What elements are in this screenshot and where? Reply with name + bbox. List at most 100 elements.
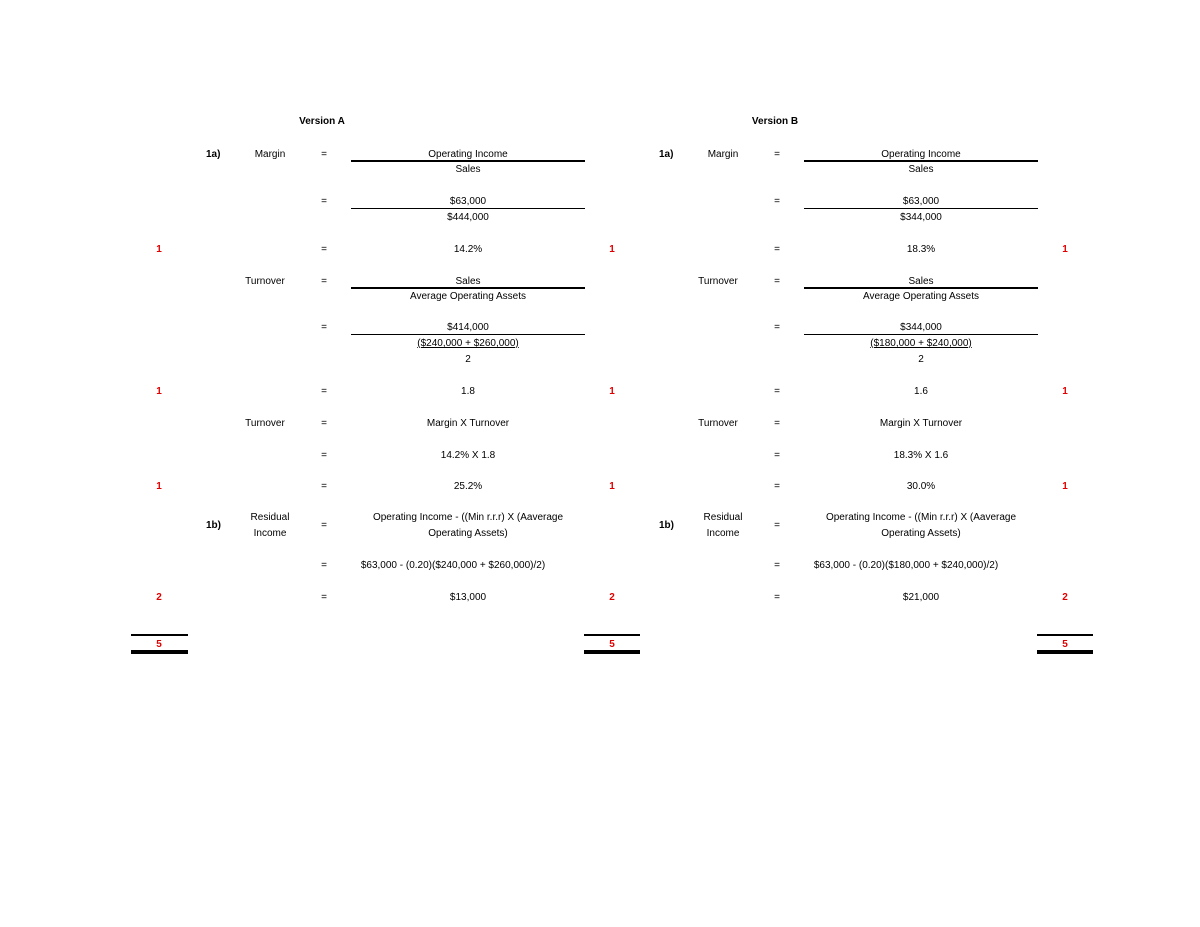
margin-numerator: $63,000 xyxy=(902,196,940,207)
equals-sign: = xyxy=(774,520,780,531)
residual-income-label-line2: Income xyxy=(706,528,740,539)
fraction-bar xyxy=(351,208,585,209)
equals-sign: = xyxy=(321,560,327,571)
fraction-bar xyxy=(804,160,1038,162)
part-label-1b: 1b) xyxy=(659,520,674,531)
margin-formula-denominator: Sales xyxy=(455,164,481,175)
residual-income-substitution: $63,000 - (0.20)($180,000 + $240,000)/2) xyxy=(813,560,999,571)
fraction-bar xyxy=(351,287,585,289)
turnover-formula-denominator: Average Operating Assets xyxy=(410,291,526,302)
residual-income-formula-line2: Operating Assets) xyxy=(428,528,508,539)
fraction-bar xyxy=(804,208,1038,209)
total-rule-double xyxy=(584,650,640,654)
equals-sign: = xyxy=(321,276,327,287)
residual-income-substitution: $63,000 - (0.20)($240,000 + $260,000)/2) xyxy=(360,560,546,571)
total-rule-top xyxy=(131,634,188,636)
total-rule-double xyxy=(1037,650,1093,654)
roi-formula: Margin X Turnover xyxy=(426,418,510,429)
turnover-label: Turnover xyxy=(698,276,738,287)
equals-sign: = xyxy=(774,244,780,255)
turnover-denominator-divisor: 2 xyxy=(465,354,471,365)
margin-formula-denominator: Sales xyxy=(908,164,934,175)
mark-roi: 1 xyxy=(1062,481,1068,492)
equals-sign: = xyxy=(774,418,780,429)
mark-residual-income: 2 xyxy=(1062,592,1068,603)
equals-sign: = xyxy=(321,450,327,461)
turnover-result: 1.8 xyxy=(461,386,475,397)
version-title: Version B xyxy=(751,116,799,127)
equals-sign: = xyxy=(321,196,327,207)
version-b: Version B 1a) Margin = Operating Income … xyxy=(453,0,1200,927)
roi-result: 25.2% xyxy=(453,481,483,492)
total-rule-double xyxy=(131,650,188,654)
margin-numerator: $63,000 xyxy=(449,196,487,207)
turnover-denominator: ($180,000 + $240,000) xyxy=(870,338,972,349)
equals-sign: = xyxy=(321,481,327,492)
equals-sign: = xyxy=(774,196,780,207)
roi-label: Turnover xyxy=(698,418,738,429)
part-label-1b: 1b) xyxy=(206,520,221,531)
fraction-bar xyxy=(804,334,1038,335)
roi-label: Turnover xyxy=(245,418,285,429)
margin-label: Margin xyxy=(707,149,739,160)
turnover-formula-denominator: Average Operating Assets xyxy=(863,291,979,302)
equals-sign: = xyxy=(774,592,780,603)
equals-sign: = xyxy=(774,560,780,571)
equals-sign: = xyxy=(774,481,780,492)
margin-denominator: $444,000 xyxy=(447,212,489,223)
roi-substitution: 14.2% X 1.8 xyxy=(440,450,496,461)
equals-sign: = xyxy=(321,592,327,603)
roi-formula: Margin X Turnover xyxy=(879,418,963,429)
turnover-numerator: $344,000 xyxy=(900,322,942,333)
turnover-result: 1.6 xyxy=(914,386,928,397)
equals-sign: = xyxy=(321,520,327,531)
part-label-1a: 1a) xyxy=(206,149,221,160)
equals-sign: = xyxy=(321,244,327,255)
mark-residual-income: 2 xyxy=(156,592,162,603)
margin-formula-numerator: Operating Income xyxy=(428,149,508,160)
equals-sign: = xyxy=(774,276,780,287)
residual-income-result: $13,000 xyxy=(449,592,487,603)
part-label-1a: 1a) xyxy=(659,149,674,160)
turnover-formula-numerator: Sales xyxy=(908,276,934,287)
mark-total: 5 xyxy=(1062,639,1068,650)
residual-income-result: $21,000 xyxy=(902,592,940,603)
residual-income-label-line1: Residual xyxy=(250,512,290,523)
mark-roi: 1 xyxy=(609,481,615,492)
mark-residual-income: 2 xyxy=(609,592,615,603)
turnover-denominator: ($240,000 + $260,000) xyxy=(417,338,519,349)
turnover-label: Turnover xyxy=(245,276,285,287)
mark-turnover: 1 xyxy=(156,386,162,397)
residual-income-formula-line1: Operating Income - ((Min r.r.r) X (Aaver… xyxy=(372,512,564,523)
mark-turnover: 1 xyxy=(609,386,615,397)
fraction-bar xyxy=(351,160,585,162)
margin-result: 14.2% xyxy=(453,244,483,255)
margin-label: Margin xyxy=(254,149,286,160)
margin-result: 18.3% xyxy=(906,244,936,255)
mark-turnover: 1 xyxy=(1062,386,1068,397)
turnover-numerator: $414,000 xyxy=(447,322,489,333)
roi-result: 30.0% xyxy=(906,481,936,492)
equals-sign: = xyxy=(321,149,327,160)
margin-denominator: $344,000 xyxy=(900,212,942,223)
mark-margin: 1 xyxy=(156,244,162,255)
equals-sign: = xyxy=(321,418,327,429)
equals-sign: = xyxy=(321,322,327,333)
version-title: Version A xyxy=(299,116,345,127)
residual-income-formula-line2: Operating Assets) xyxy=(881,528,961,539)
mark-roi: 1 xyxy=(156,481,162,492)
equals-sign: = xyxy=(774,149,780,160)
mark-margin: 1 xyxy=(609,244,615,255)
residual-income-label-line1: Residual xyxy=(703,512,743,523)
equals-sign: = xyxy=(321,386,327,397)
mark-margin: 1 xyxy=(1062,244,1068,255)
fraction-bar xyxy=(804,287,1038,289)
equals-sign: = xyxy=(774,386,780,397)
roi-substitution: 18.3% X 1.6 xyxy=(893,450,949,461)
margin-formula-numerator: Operating Income xyxy=(881,149,961,160)
mark-total: 5 xyxy=(609,639,615,650)
residual-income-label-line2: Income xyxy=(253,528,287,539)
total-rule-top xyxy=(1037,634,1093,636)
turnover-formula-numerator: Sales xyxy=(455,276,481,287)
